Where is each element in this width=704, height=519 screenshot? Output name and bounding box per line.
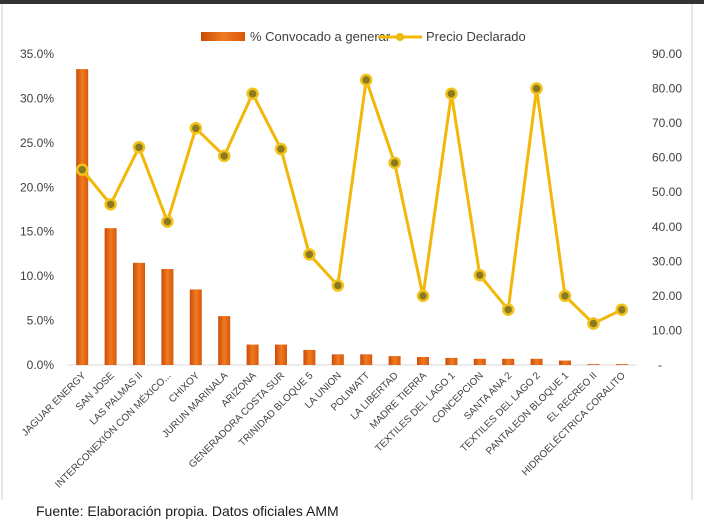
right-tick-label: 10.00 — [652, 323, 682, 337]
left-tick-label: 0.0% — [27, 358, 55, 372]
bar — [587, 364, 600, 365]
bar — [246, 344, 259, 365]
right-tick-label: 50.00 — [652, 185, 682, 199]
price-point — [104, 198, 117, 211]
bar — [189, 289, 202, 365]
right-tick-label: 90.00 — [652, 47, 682, 61]
price-point — [132, 141, 146, 154]
left-tick-label: 5.0% — [27, 314, 55, 328]
right-axis: - 10.00 20.00 30.00 40.00 50.00 60.00 70.00 80.0… — [652, 47, 682, 372]
right-tick-label: 20.00 — [652, 289, 682, 303]
price-point — [615, 303, 629, 316]
bar — [303, 349, 316, 365]
price-point — [416, 289, 430, 303]
left-tick-label: 30.0% — [20, 91, 54, 105]
right-tick-label: 70.00 — [652, 116, 682, 130]
price-point — [445, 87, 458, 100]
legend-label-line: Precio Declarado — [426, 29, 526, 44]
price-point — [274, 142, 288, 156]
source-note: Fuente: Elaboración propia. Datos oficia… — [36, 503, 339, 519]
price-point — [530, 82, 543, 95]
category-label: EL RECREO II — [545, 370, 599, 424]
bar — [445, 357, 458, 365]
right-tick-label: 40.00 — [652, 220, 682, 234]
price-point — [473, 268, 487, 282]
bar — [218, 316, 231, 365]
combo-chart: 0.0% 5.0% 10.0% 15.0% 20.0% 25.0% 30.0% 35.0% -… — [0, 0, 704, 500]
right-tick-label: 30.00 — [652, 254, 682, 268]
right-tick-label: 60.00 — [652, 151, 682, 165]
bar — [417, 357, 429, 365]
bar-series — [76, 69, 628, 365]
legend-label-bar: % Convocado a generar — [250, 29, 391, 44]
bar — [76, 69, 89, 365]
right-tick-label: - — [658, 358, 662, 372]
price-point — [189, 122, 203, 135]
left-tick-label: 10.0% — [20, 269, 54, 283]
price-line — [81, 78, 623, 326]
bar — [615, 364, 628, 365]
right-tick-label: 80.00 — [652, 82, 682, 96]
left-tick-label: 15.0% — [20, 225, 54, 239]
legend-swatch-marker — [396, 33, 404, 41]
left-axis: 0.0% 5.0% 10.0% 15.0% 20.0% 25.0% 30.0% 35.0% — [20, 47, 54, 372]
price-point — [501, 303, 515, 316]
price-point — [359, 73, 373, 87]
bar — [530, 358, 543, 365]
bar — [360, 354, 373, 365]
price-point — [303, 248, 316, 261]
left-tick-label: 35.0% — [20, 47, 54, 61]
bar — [161, 269, 174, 365]
bar — [502, 358, 515, 365]
price-point — [388, 156, 401, 170]
bar — [388, 356, 401, 365]
price-point — [246, 87, 259, 100]
price-point — [75, 163, 89, 177]
bar — [331, 354, 344, 365]
line-series — [75, 73, 629, 330]
price-point — [161, 215, 174, 228]
bar — [559, 360, 571, 365]
left-tick-label: 25.0% — [20, 136, 54, 150]
bar — [275, 344, 287, 365]
legend: % Convocado a generar Precio Declarado — [201, 29, 526, 44]
price-point — [587, 317, 600, 330]
price-point — [217, 149, 231, 163]
legend-swatch-bar — [201, 32, 245, 41]
left-tick-label: 20.0% — [20, 180, 54, 194]
bar — [473, 358, 486, 365]
top-border — [0, 0, 704, 4]
bar — [133, 262, 145, 365]
price-point — [331, 279, 345, 292]
bar — [104, 228, 117, 365]
price-point — [558, 289, 572, 303]
